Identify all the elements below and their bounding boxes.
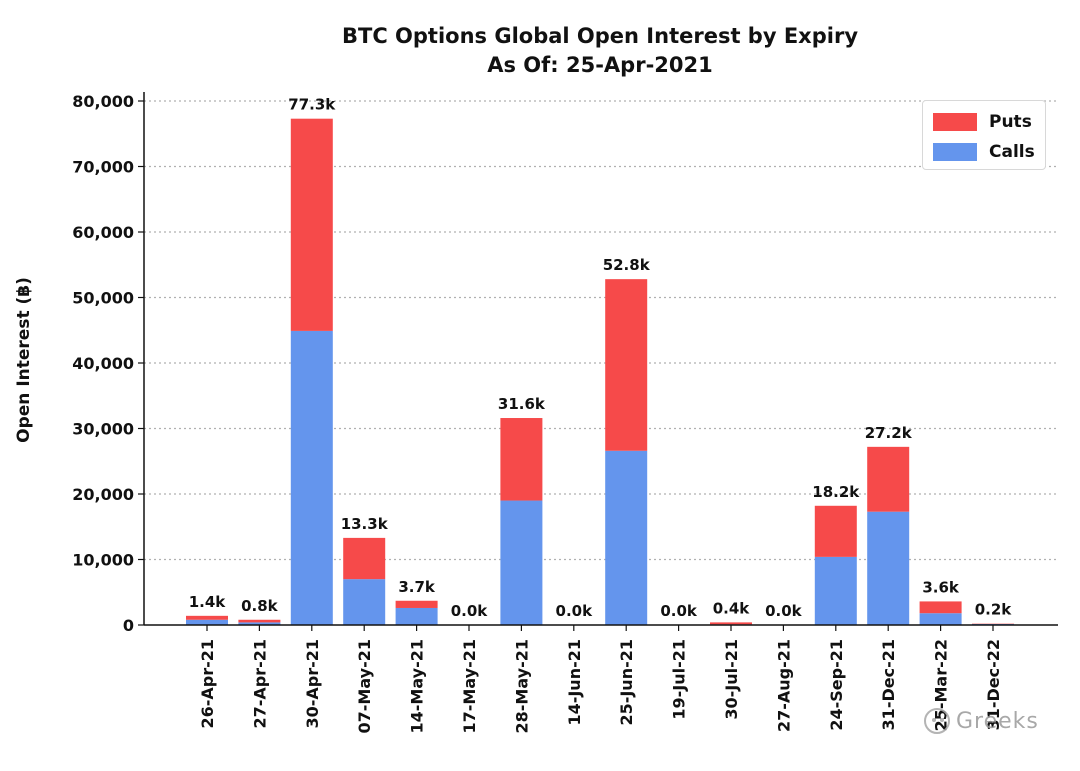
legend-item-calls: Calls xyxy=(933,142,1035,162)
y-tick-label: 60,000 xyxy=(72,223,134,242)
x-tick-label: 28-May-21 xyxy=(512,639,531,733)
bar-total-label: 0.2k xyxy=(975,601,1013,619)
bar-calls-27-Apr-21 xyxy=(238,622,281,625)
y-tick-label: 20,000 xyxy=(72,485,134,504)
bar-puts-26-Apr-21 xyxy=(186,615,228,620)
bar-puts-24-Sep-21 xyxy=(814,505,857,557)
gridlines xyxy=(144,100,1058,561)
x-tick-label: 30-Apr-21 xyxy=(303,639,322,729)
bar-total-label: 0.0k xyxy=(765,602,803,620)
bar-calls-26-Apr-21 xyxy=(186,619,228,625)
x-tick-label: 07-May-21 xyxy=(355,639,374,733)
bar-puts-07-May-21 xyxy=(343,537,386,580)
x-tick-label: 19-Jul-21 xyxy=(670,639,689,720)
legend-item-puts: Puts xyxy=(933,112,1032,132)
y-tick-label: 0 xyxy=(123,616,134,635)
puts-swatch xyxy=(933,113,977,131)
chart-legend: Puts Calls xyxy=(922,100,1046,170)
bar-total-labels: 1.4k 0.8k 77.3k 13.3k 3.7k 0.0k 31.6k 0.0k 52.8k… xyxy=(189,96,1013,620)
bar-total-label: 0.0k xyxy=(556,602,594,620)
x-tick-label: 31-Dec-22 xyxy=(984,639,1003,730)
watermark-text: Greeks xyxy=(956,708,1039,734)
bar-total-label: 3.6k xyxy=(922,578,960,596)
y-axis-title: Open Interest (฿) xyxy=(14,277,34,443)
y-tick-label: 50,000 xyxy=(72,289,134,308)
bar-puts-30-Jul-21 xyxy=(710,622,752,625)
bar-calls-07-May-21 xyxy=(343,579,386,625)
x-tick-label: 24-Sep-21 xyxy=(827,639,846,731)
bar-puts-28-May-21 xyxy=(500,418,543,501)
bar-total-label: 0.0k xyxy=(660,602,698,620)
x-tick-label: 17-May-21 xyxy=(460,639,479,733)
x-tick-label: 27-Apr-21 xyxy=(250,639,269,729)
bar-total-label: 52.8k xyxy=(603,256,651,274)
bar-total-label: 1.4k xyxy=(189,593,227,611)
x-tick-label: 27-Aug-21 xyxy=(774,639,793,732)
bars xyxy=(186,118,1014,625)
x-tick-label: 14-Jun-21 xyxy=(565,639,584,726)
bar-puts-14-May-21 xyxy=(395,600,438,608)
bar-total-label: 27.2k xyxy=(865,424,913,442)
y-ticks: 0 10,000 20,000 30,000 40,000 50,000 60,000 70,… xyxy=(72,92,144,635)
bar-calls-31-Dec-21 xyxy=(867,511,910,625)
bar-calls-14-May-21 xyxy=(395,607,438,625)
watermark: Greeks xyxy=(924,708,1039,734)
legend-label-calls: Calls xyxy=(989,142,1035,162)
bar-calls-24-Sep-21 xyxy=(814,556,857,625)
chart-subtitle: As Of: 25-Apr-2021 xyxy=(487,53,713,77)
x-ticks: 26-Apr-21 27-Apr-21 30-Apr-21 07-May-21 14-M… xyxy=(198,625,1003,733)
y-tick-label: 30,000 xyxy=(72,420,134,439)
calls-swatch xyxy=(933,143,977,161)
bar-calls-25-Mar-22 xyxy=(919,613,962,625)
bar-total-label: 0.0k xyxy=(451,602,489,620)
x-tick-label: 31-Dec-21 xyxy=(879,639,898,730)
bar-total-label: 0.8k xyxy=(241,597,279,615)
bar-total-label: 77.3k xyxy=(288,96,336,114)
bar-total-label: 0.4k xyxy=(713,599,751,617)
bar-puts-27-Apr-21 xyxy=(238,619,281,623)
bar-total-label: 31.6k xyxy=(498,395,546,413)
legend-label-puts: Puts xyxy=(989,112,1032,132)
chat-bubble-icon xyxy=(924,708,950,734)
bar-calls-25-Jun-21 xyxy=(605,450,648,625)
bar-total-label: 3.7k xyxy=(398,578,436,596)
bar-puts-31-Dec-21 xyxy=(867,446,910,512)
chart-title: BTC Options Global Open Interest by Expi… xyxy=(341,24,859,48)
y-tick-label: 10,000 xyxy=(72,551,134,570)
bar-total-label: 13.3k xyxy=(341,515,389,533)
y-tick-label: 80,000 xyxy=(72,92,134,111)
bar-total-label: 18.2k xyxy=(812,483,860,501)
x-tick-label: 26-Apr-21 xyxy=(198,639,217,729)
bar-puts-25-Mar-22 xyxy=(919,601,962,614)
bar-puts-30-Apr-21 xyxy=(290,118,333,331)
bar-puts-25-Jun-21 xyxy=(605,279,648,451)
bar-calls-30-Apr-21 xyxy=(290,330,333,625)
y-tick-label: 40,000 xyxy=(72,354,134,373)
bar-calls-28-May-21 xyxy=(500,500,543,625)
axes xyxy=(143,92,1058,626)
chart-title-block: BTC Options Global Open Interest by Expi… xyxy=(0,22,1080,80)
y-tick-label: 70,000 xyxy=(72,158,134,177)
x-tick-label: 14-May-21 xyxy=(408,639,427,733)
x-tick-label: 25-Jun-21 xyxy=(617,639,636,726)
x-tick-label: 30-Jul-21 xyxy=(722,639,741,720)
